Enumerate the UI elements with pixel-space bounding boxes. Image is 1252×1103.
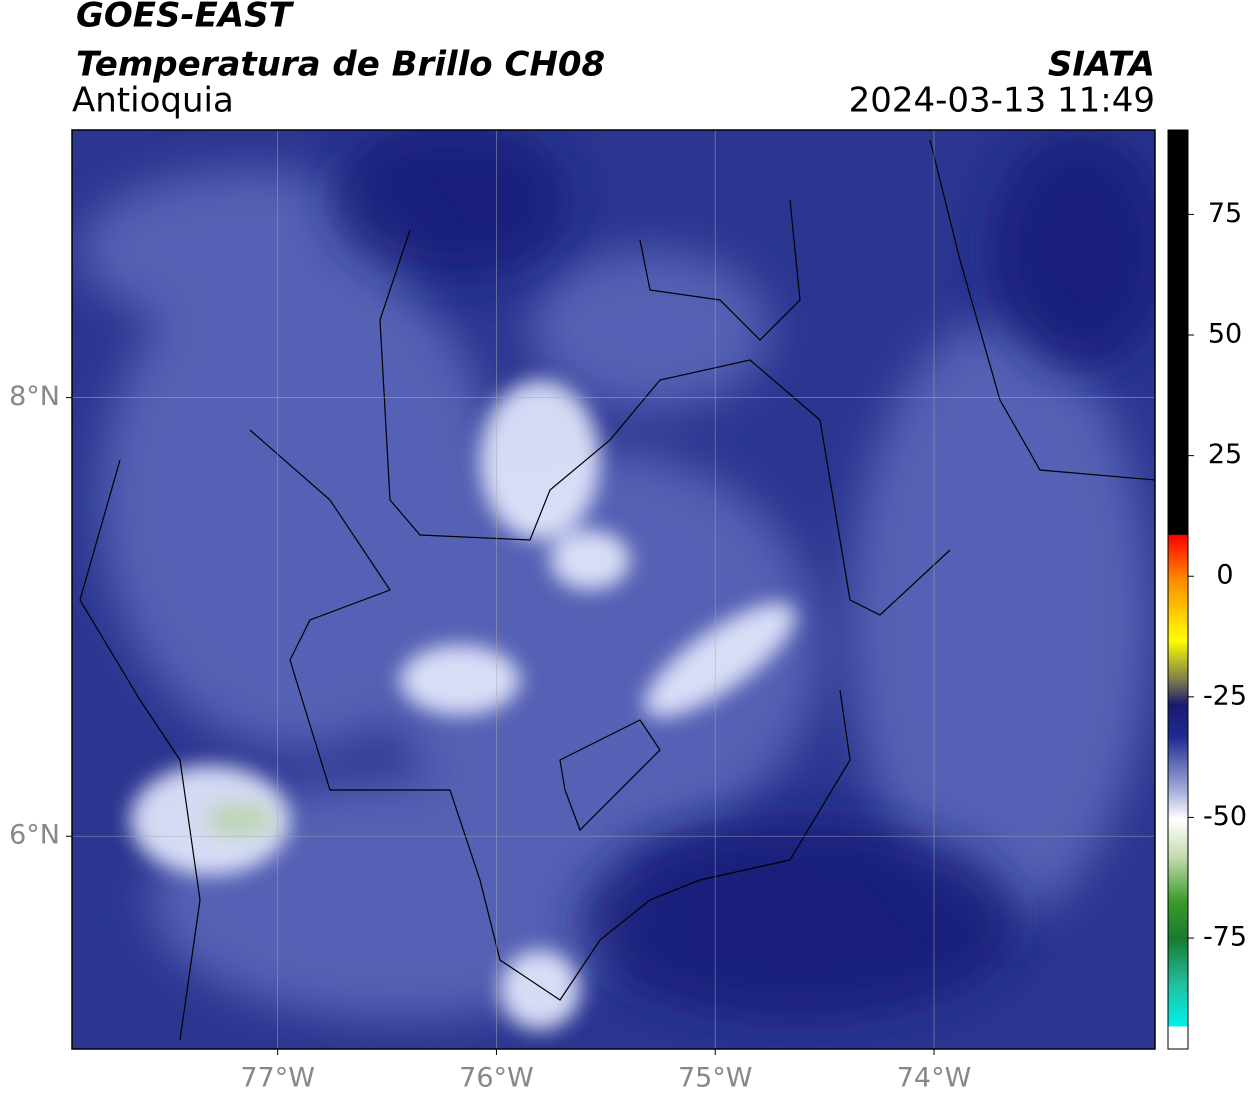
colorbar (1167, 129, 1189, 1050)
colorbar-tick-label: -25 (1203, 680, 1247, 711)
x-tick-label: 77°W (240, 1063, 315, 1094)
colorbar-tick-label: -50 (1203, 801, 1247, 832)
colorbar-tick-label: 0 (1216, 560, 1233, 591)
colorbar-tick-label: 50 (1208, 319, 1242, 350)
colorbar-tick-label: -75 (1203, 922, 1247, 953)
x-tick-label: 76°W (459, 1063, 534, 1094)
y-tick-label: 8°N (9, 381, 60, 412)
timestamp: 2024-03-13 11:49 (849, 81, 1155, 121)
x-tick-label: 75°W (678, 1063, 753, 1094)
source: SIATA (1048, 45, 1155, 85)
y-tick-label: 6°N (9, 820, 60, 851)
title: GOES-EAST (76, 0, 295, 36)
subtitle: Temperatura de Brillo CH08 (76, 45, 605, 85)
x-tick-label: 74°W (897, 1063, 972, 1094)
colorbar-tick-label: 25 (1208, 439, 1242, 470)
region: Antioquia (72, 81, 234, 121)
colorbar-tick-label: 75 (1208, 198, 1242, 229)
map-frame (71, 129, 1156, 1050)
satellite-image (72, 130, 1155, 1049)
